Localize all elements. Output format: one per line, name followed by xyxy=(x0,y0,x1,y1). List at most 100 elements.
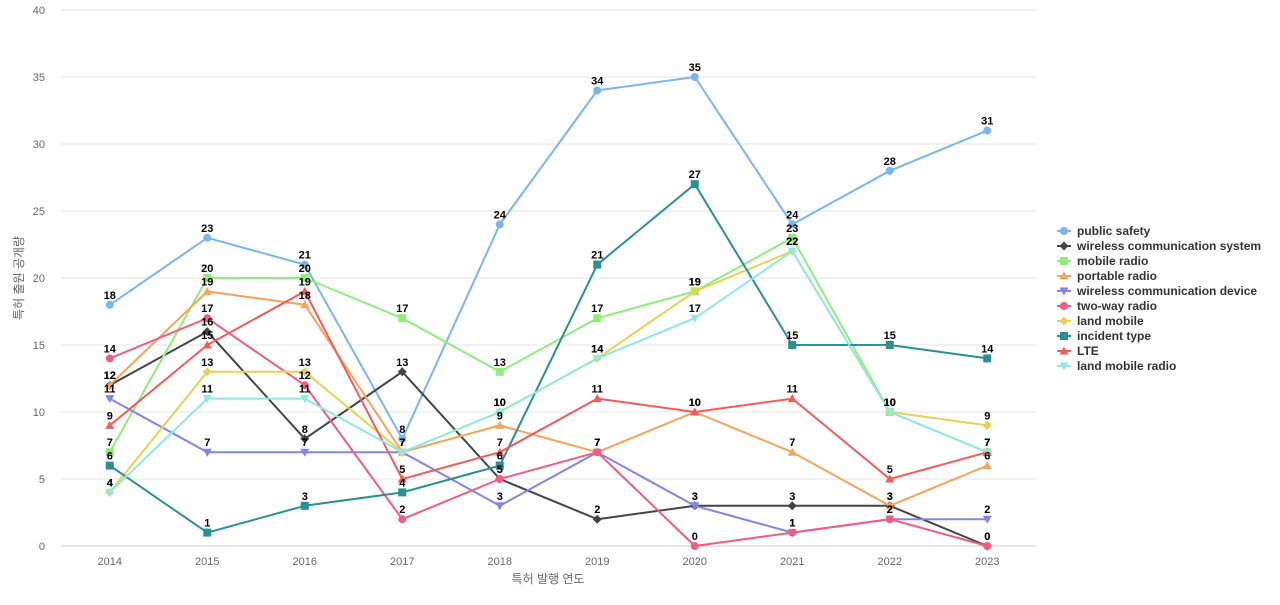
data-label: 12 xyxy=(299,370,311,382)
data-label: 1 xyxy=(789,518,795,530)
data-point xyxy=(398,515,407,524)
legend-label: land mobile radio xyxy=(1077,359,1176,373)
legend-item[interactable]: land mobile xyxy=(1057,314,1144,328)
series-line xyxy=(109,250,988,494)
legend-item[interactable]: land mobile radio xyxy=(1057,359,1176,373)
data-point xyxy=(495,420,505,429)
legend-item[interactable]: incident type xyxy=(1057,329,1151,343)
data-label: 6 xyxy=(107,451,113,463)
data-label: 9 xyxy=(497,410,503,422)
y-tick-label: 35 xyxy=(33,72,45,84)
data-point xyxy=(300,367,310,377)
data-label: 1 xyxy=(204,518,210,530)
data-point xyxy=(202,395,212,404)
data-point xyxy=(593,448,602,457)
x-tick-label: 2023 xyxy=(975,556,999,568)
data-label: 22 xyxy=(786,236,798,248)
data-point xyxy=(885,474,895,483)
y-tick-label: 30 xyxy=(33,139,45,151)
data-label: 24 xyxy=(494,209,507,221)
data-point xyxy=(787,394,797,403)
legend-marker xyxy=(1059,362,1069,371)
y-tick-label: 5 xyxy=(39,474,45,486)
data-point xyxy=(202,327,212,337)
series-line xyxy=(109,290,988,507)
data-label: 9 xyxy=(984,410,990,422)
data-point xyxy=(202,367,212,377)
data-label: 13 xyxy=(494,357,506,369)
legend-label: mobile radio xyxy=(1077,254,1148,268)
data-point xyxy=(398,314,407,323)
data-label: 3 xyxy=(789,491,795,503)
data-label: 14 xyxy=(591,343,604,355)
legend-item[interactable]: mobile radio xyxy=(1057,254,1148,268)
data-label: 12 xyxy=(104,370,116,382)
legend-label: wireless communication device xyxy=(1076,284,1257,298)
data-label: 7 xyxy=(399,437,405,449)
legend-marker xyxy=(1059,287,1069,296)
data-label: 4 xyxy=(107,477,114,489)
data-label: 0 xyxy=(692,531,698,543)
data-label: 14 xyxy=(981,343,994,355)
x-tick-label: 2021 xyxy=(780,556,804,568)
data-label: 34 xyxy=(591,75,604,87)
data-label: 31 xyxy=(981,116,993,128)
data-label: 10 xyxy=(494,397,506,409)
data-label: 27 xyxy=(689,169,701,181)
legend-item[interactable]: public safety xyxy=(1057,224,1151,238)
data-point xyxy=(788,220,797,229)
series-line xyxy=(109,250,988,494)
series-6 xyxy=(105,246,992,497)
legend-item[interactable]: wireless communication device xyxy=(1057,284,1257,298)
x-axis: 2014 2015 2016 2017 2018 2019 2020 2021 2022 2023 xyxy=(98,556,1000,568)
legend-item[interactable]: portable radio xyxy=(1057,269,1157,283)
data-point xyxy=(592,354,602,363)
legend-marker xyxy=(1059,271,1069,280)
data-label: 2 xyxy=(984,504,990,516)
series-5 xyxy=(105,314,992,550)
legend-item[interactable]: wireless communication system xyxy=(1057,239,1261,253)
data-point xyxy=(202,340,212,349)
data-label: 18 xyxy=(299,290,311,302)
data-point xyxy=(300,381,309,390)
legend-marker xyxy=(1060,302,1068,310)
legend-label: wireless communication system xyxy=(1076,239,1261,253)
legend-marker xyxy=(1059,346,1069,355)
data-label: 0 xyxy=(984,531,990,543)
data-label: 10 xyxy=(884,397,896,409)
data-point xyxy=(592,514,602,524)
data-label: 19 xyxy=(689,276,701,288)
data-label: 10 xyxy=(884,397,896,409)
data-point xyxy=(690,407,700,416)
data-point xyxy=(397,474,407,483)
data-label: 17 xyxy=(201,303,213,315)
data-point xyxy=(788,233,797,242)
data-label: 17 xyxy=(396,303,408,315)
data-label: 13 xyxy=(201,357,213,369)
legend-marker xyxy=(1060,257,1068,265)
data-label: 7 xyxy=(594,437,600,449)
data-point xyxy=(300,286,310,295)
data-point xyxy=(495,408,505,417)
data-point xyxy=(690,286,700,296)
data-label: 5 xyxy=(497,464,503,476)
legend-label: two-way radio xyxy=(1077,299,1157,313)
legend-item[interactable]: two-way radio xyxy=(1057,299,1157,313)
data-point xyxy=(787,501,797,511)
data-point xyxy=(300,434,310,444)
y-tick-label: 40 xyxy=(33,5,45,17)
data-point xyxy=(982,420,992,430)
data-point xyxy=(300,260,309,269)
legend-marker xyxy=(1059,316,1069,326)
data-point xyxy=(495,475,504,483)
legend-item[interactable]: LTE xyxy=(1057,344,1099,358)
data-label: 12 xyxy=(104,370,116,382)
data-point xyxy=(495,461,504,470)
series-line xyxy=(109,317,988,547)
data-point xyxy=(105,420,115,429)
data-label: 11 xyxy=(591,384,603,396)
data-label: 2 xyxy=(887,504,893,516)
data-label: 28 xyxy=(884,156,896,168)
data-label: 9 xyxy=(107,410,113,422)
y-axis-title: 특허 출원 공개량 xyxy=(12,236,26,320)
